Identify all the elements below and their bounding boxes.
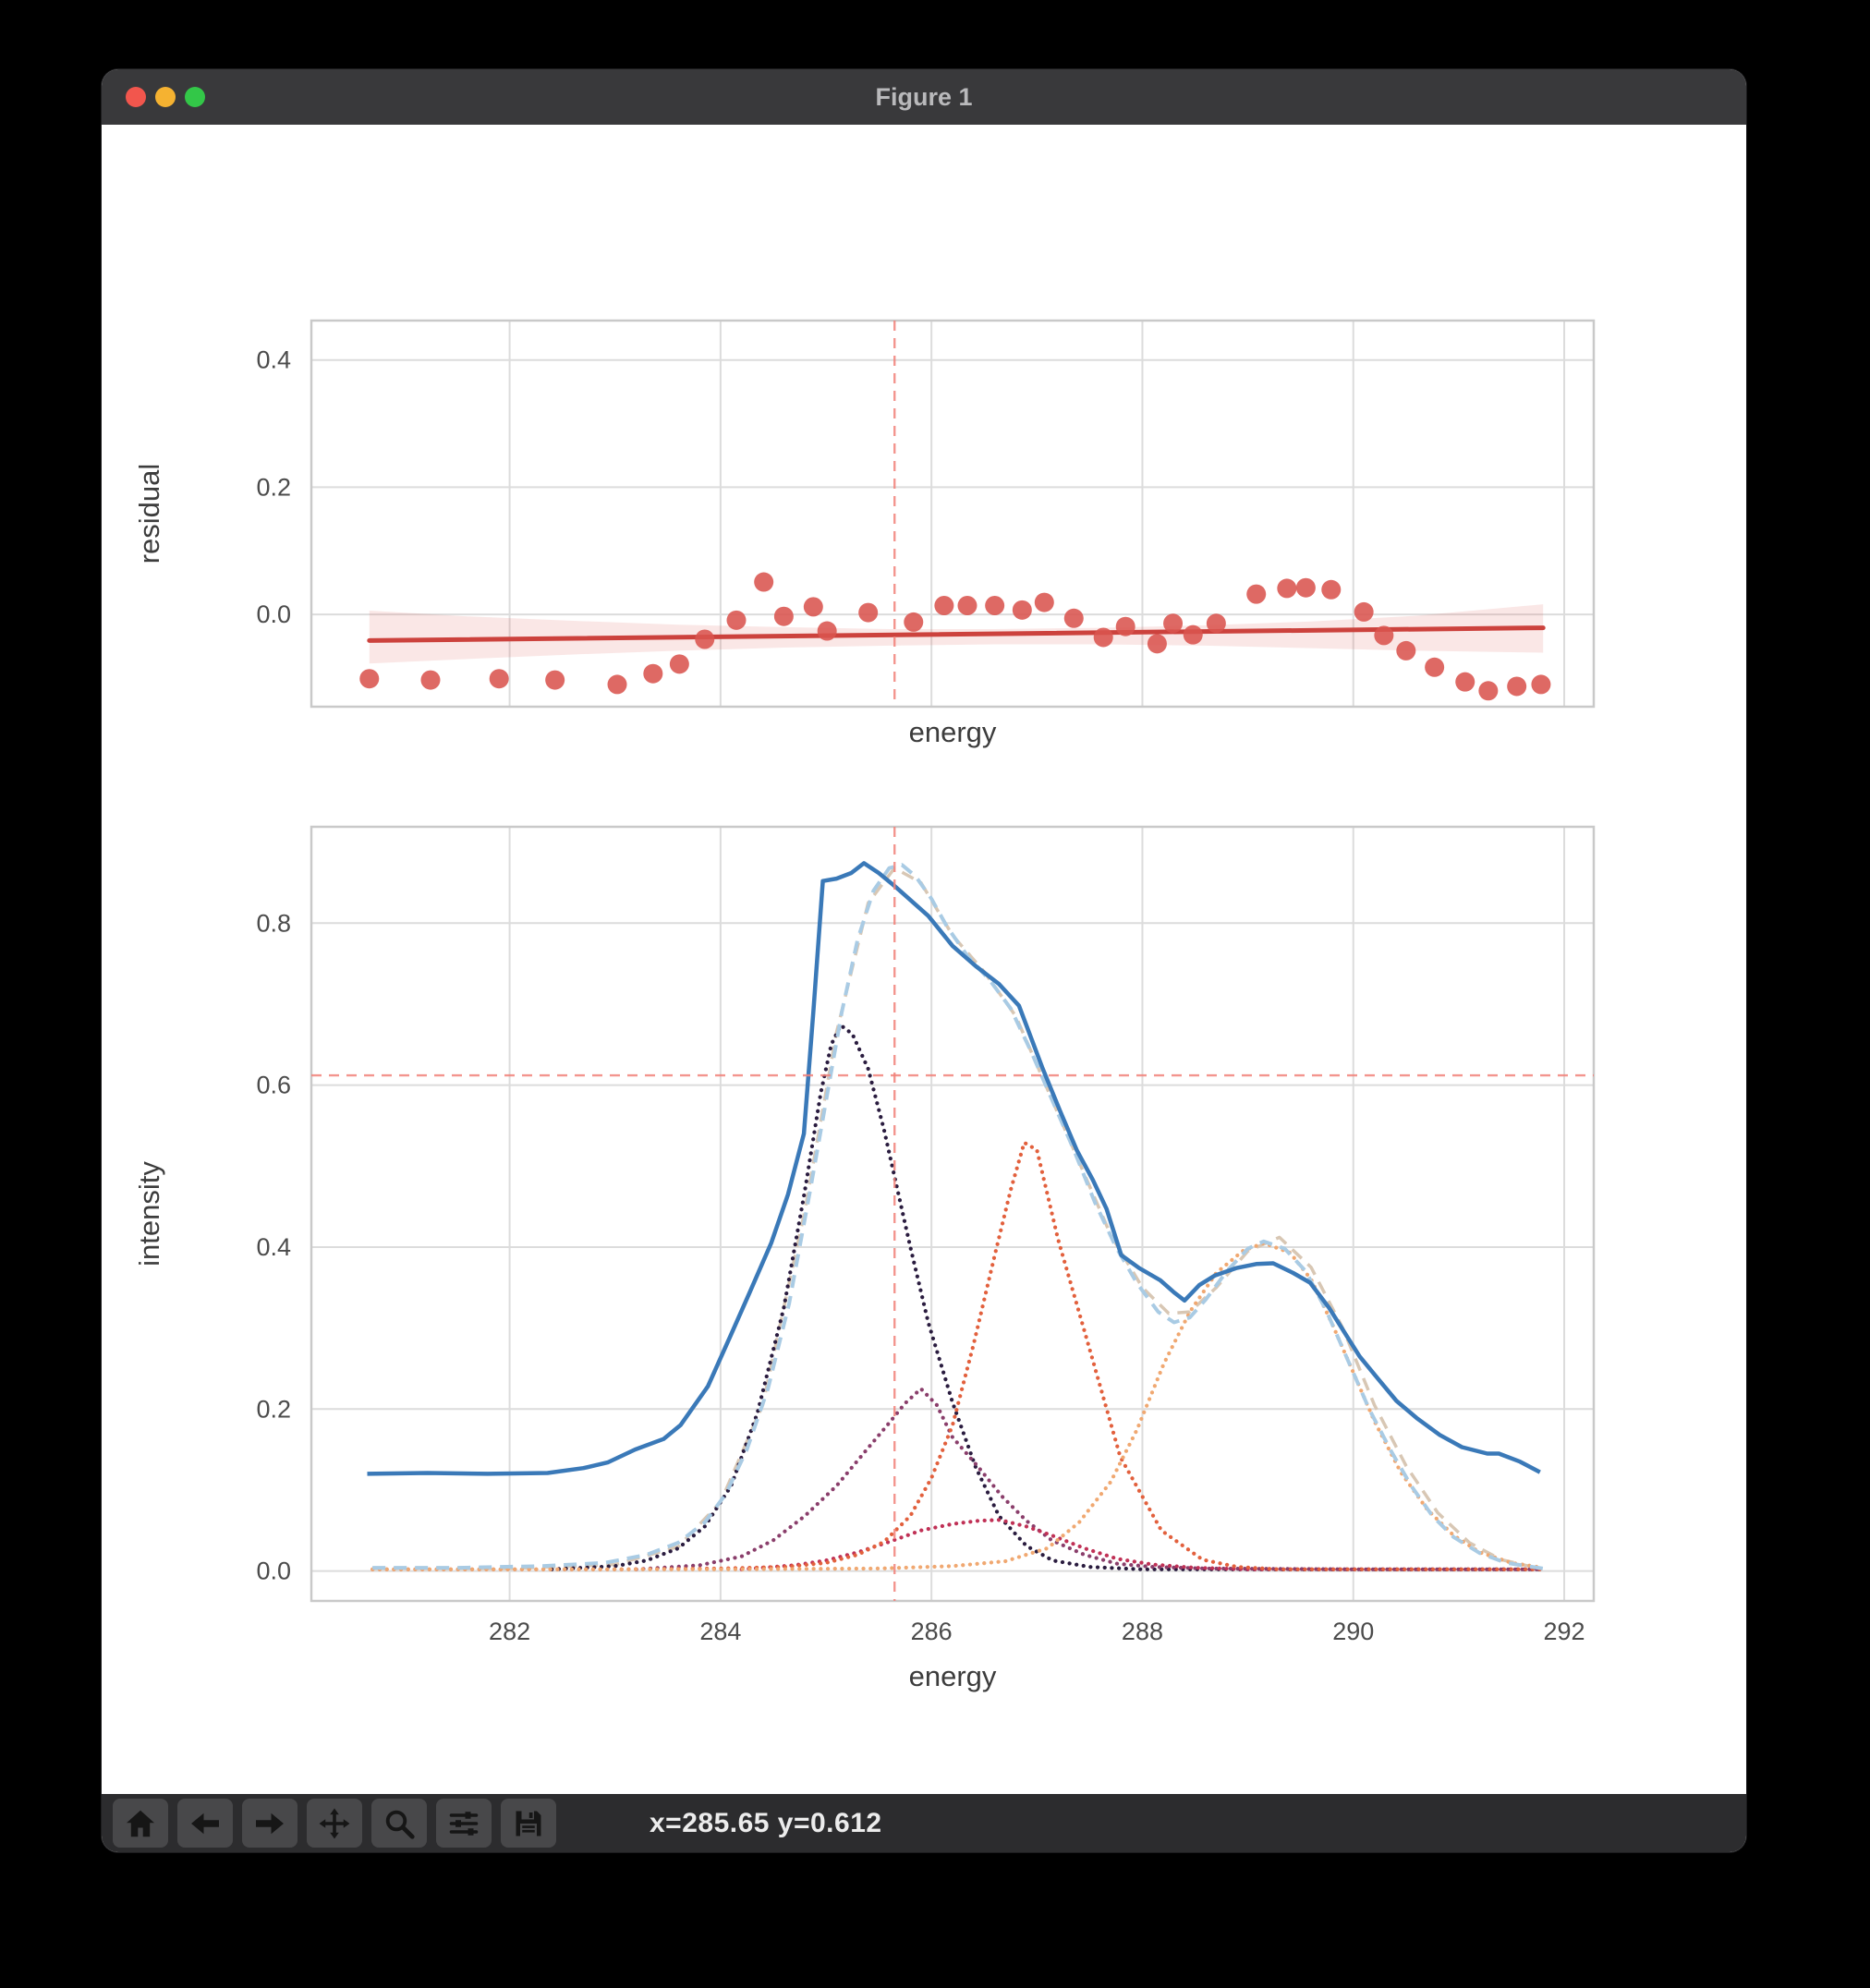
configure-subplots-button[interactable] [436,1799,492,1848]
series-component-2 [634,1387,1546,1571]
series-data [367,861,1541,1476]
figure-window: Figure 1 0.0 0.2 0.4 energy residual 0.0 0.2 0.… [102,69,1746,1852]
regression-line [367,625,1546,643]
svg-text:286: 286 [911,1618,953,1645]
svg-text:0.0: 0.0 [256,1558,291,1585]
magnifier-icon [385,1810,415,1839]
back-button[interactable] [177,1799,233,1848]
home-icon [127,1810,154,1836]
save-button[interactable] [501,1799,556,1848]
close-button[interactable] [126,87,146,107]
window-title: Figure 1 [875,82,973,111]
residual-scatter [359,572,1551,701]
svg-text:0.4: 0.4 [256,346,291,374]
sliders-icon [449,1811,479,1836]
title-bar[interactable]: Figure 1 [102,69,1746,126]
back-arrow-icon [191,1812,219,1834]
svg-text:energy: energy [909,716,997,748]
figure-canvas: 0.0 0.2 0.4 energy residual 0.0 0.2 0.4 0.6 0.8 28… [133,319,1596,1692]
forward-button[interactable] [242,1799,298,1848]
series-component-3 [739,1518,1546,1571]
svg-text:0.2: 0.2 [256,1395,291,1423]
series-best-fit [372,863,1544,1570]
series-component-4 [370,1140,1546,1571]
svg-text:284: 284 [699,1618,741,1645]
svg-text:energy: energy [909,1660,997,1692]
navigation-toolbar: x=285.65 y=0.612 [102,1794,1746,1852]
figure-area[interactable]: 0.0 0.2 0.4 energy residual 0.0 0.2 0.4 0.6 0.8 28… [102,125,1746,1794]
svg-text:0.6: 0.6 [256,1072,291,1099]
zoom-rect-button[interactable] [371,1799,427,1848]
residual-plot: 0.0 0.2 0.4 energy residual [133,319,1596,748]
svg-text:0.4: 0.4 [256,1233,291,1261]
svg-text:292: 292 [1544,1618,1585,1645]
pan-icon [319,1808,350,1838]
pan-button[interactable] [307,1799,362,1848]
svg-text:0.0: 0.0 [256,600,291,628]
zoom-button[interactable] [185,87,205,107]
save-icon [516,1811,541,1836]
svg-text:290: 290 [1332,1618,1374,1645]
svg-text:0.8: 0.8 [256,909,291,937]
svg-text:282: 282 [489,1618,530,1645]
series-component-1 [550,1023,1546,1571]
svg-text:intensity: intensity [133,1161,165,1267]
svg-text:residual: residual [133,464,165,564]
svg-text:0.2: 0.2 [256,473,291,501]
series-init-fit [372,866,1534,1570]
forward-arrow-icon [256,1812,284,1834]
home-button[interactable] [113,1799,168,1848]
intensity-plot: 0.0 0.2 0.4 0.6 0.8 282 284 286 288 290 292 energy i… [133,825,1596,1692]
series-component-5 [370,1241,1546,1571]
cursor-coordinates: x=285.65 y=0.612 [650,1807,882,1838]
traffic-lights [126,69,205,125]
svg-text:288: 288 [1122,1618,1163,1645]
minimize-button[interactable] [155,87,176,107]
